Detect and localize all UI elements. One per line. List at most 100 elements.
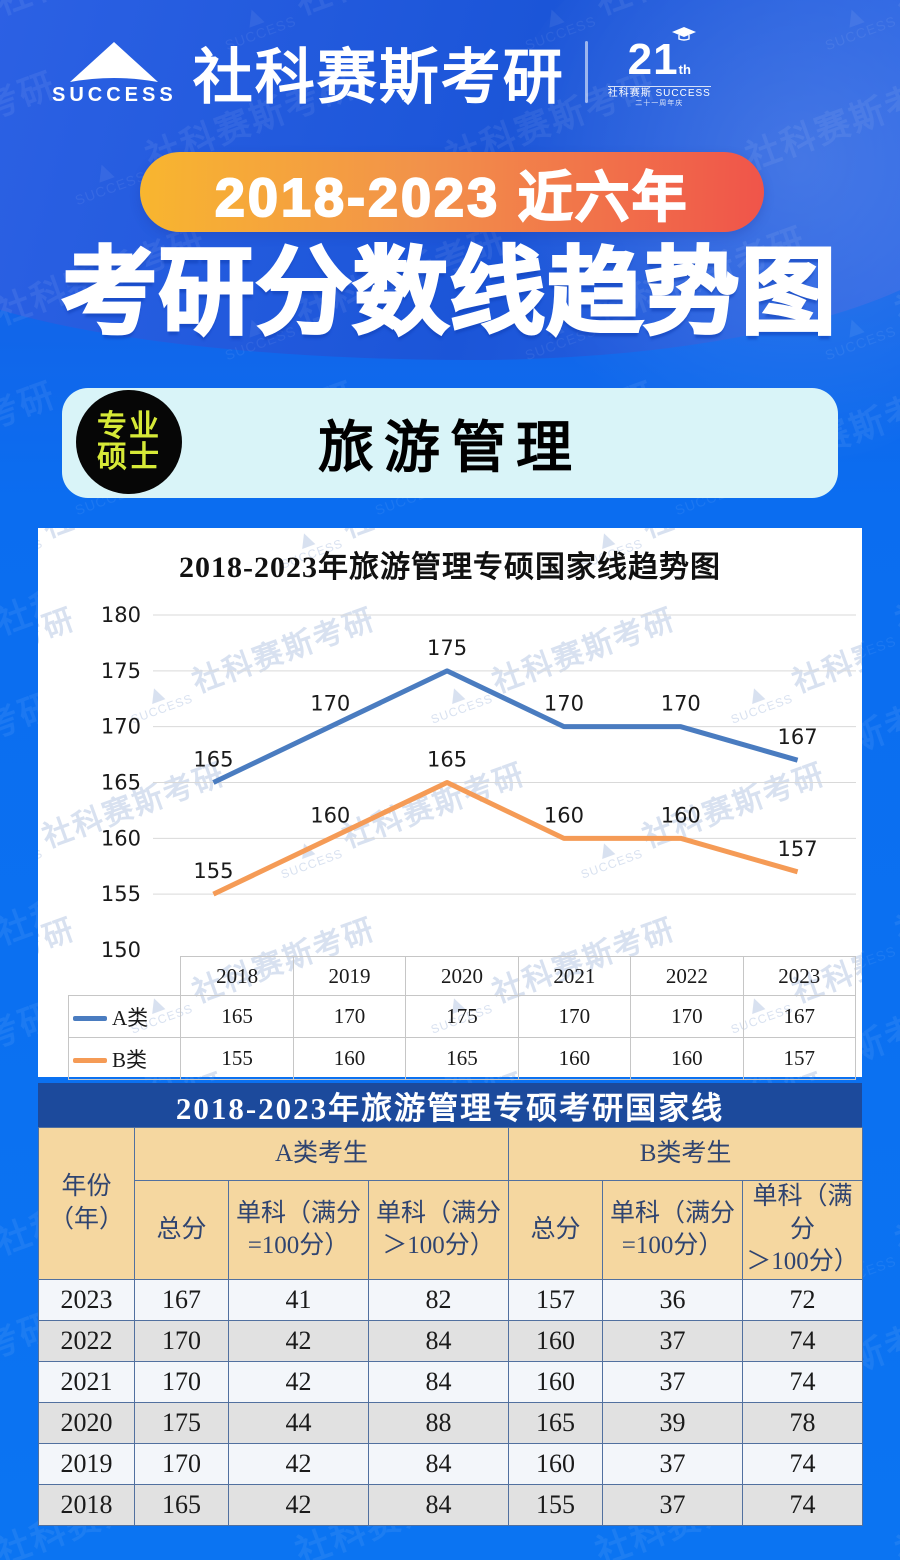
- legend-value: 157: [742, 1037, 857, 1081]
- score-cell: 74: [742, 1360, 864, 1403]
- grad-cap-icon: [671, 26, 696, 41]
- score-cell: 78: [742, 1401, 864, 1444]
- score-cell: 72: [742, 1278, 864, 1321]
- table-row: 2020 175 44 88 165 39 78: [38, 1401, 864, 1444]
- degree-badge: 专业 硕士: [76, 390, 182, 495]
- legend-label: B类: [67, 1037, 182, 1081]
- legend-swatch-icon: [73, 1016, 107, 1022]
- legend-value: 170: [630, 995, 744, 1039]
- national-line-table: 年份 （年） A类考生 B类考生 总分 单科（满分 =100分） 单科（满分 ＞…: [38, 1127, 864, 1526]
- mountain-watermark-icon: ▲SUCCESS: [816, 1543, 899, 1560]
- legend-swatch-icon: [73, 1058, 107, 1064]
- legend-year: 2018: [180, 956, 294, 997]
- header-divider: [584, 41, 588, 103]
- legend-value: 175: [405, 995, 519, 1039]
- data-label: 167: [778, 726, 818, 750]
- score-cell: 42: [228, 1442, 369, 1485]
- score-cell: 175: [134, 1401, 229, 1444]
- table-row: 2021 170 42 84 160 37 74: [38, 1360, 864, 1403]
- mountain-watermark-icon: ▲SUCCESS: [516, 1543, 599, 1560]
- score-cell: 41: [228, 1278, 369, 1321]
- score-cell: 74: [742, 1319, 864, 1362]
- score-cell: 37: [602, 1442, 744, 1485]
- legend-year: 2021: [517, 956, 632, 997]
- table-row: 2018 165 42 84 155 37 74: [38, 1483, 864, 1526]
- score-cell: 37: [602, 1360, 744, 1403]
- sub-header: 单科（满分 =100分）: [228, 1180, 369, 1280]
- mountain-logo-icon: [70, 41, 159, 82]
- year-cell: 2021: [38, 1360, 135, 1403]
- y-axis-tick: 150: [101, 938, 141, 962]
- score-cell: 42: [228, 1360, 369, 1403]
- score-cell: 165: [508, 1401, 604, 1444]
- group-header-b: B类考生: [508, 1127, 864, 1182]
- score-cell: 88: [367, 1401, 510, 1444]
- legend-value: 165: [180, 995, 294, 1039]
- year-cell: 2018: [38, 1483, 135, 1526]
- group-header-a: A类考生: [133, 1127, 510, 1182]
- data-label: 160: [544, 804, 584, 828]
- trend-line-chart: 180 175 170 165 160 155 150 165 170 175 170 170 167 1…: [38, 584, 862, 962]
- score-cell: 42: [228, 1319, 369, 1362]
- badge-line1: 专业: [97, 409, 161, 443]
- legend-value: 160: [630, 1037, 744, 1081]
- sub-header: 总分: [508, 1180, 604, 1280]
- table-row: 2019 170 42 84 160 37 74: [38, 1442, 864, 1485]
- y-axis-tick: 175: [101, 659, 141, 683]
- score-cell: 37: [602, 1483, 744, 1526]
- anniversary-number: 21: [627, 34, 679, 84]
- legend-label: A类: [67, 995, 182, 1039]
- chart-title: 2018-2023年旅游管理专硕国家线趋势图: [179, 551, 721, 585]
- banner-label: 2018-2023 近六年: [214, 167, 690, 229]
- score-cell: 170: [134, 1442, 229, 1485]
- anniversary-suffix: th: [678, 61, 691, 77]
- data-label: 160: [661, 804, 701, 828]
- score-cell: 82: [367, 1278, 510, 1321]
- data-label: 170: [661, 692, 701, 716]
- data-label: 165: [427, 748, 467, 772]
- score-cell: 170: [134, 1360, 229, 1403]
- anniversary-success: SUCCESS: [655, 87, 711, 99]
- score-cell: 84: [367, 1319, 510, 1362]
- year-column-header: 年份 （年）: [38, 1127, 135, 1280]
- subject-box: 专业 硕士 旅游管理: [62, 388, 838, 499]
- data-label: 170: [310, 692, 350, 716]
- data-label: 157: [778, 837, 818, 861]
- subject-title: 旅游管理: [318, 417, 582, 480]
- year-cell: 2019: [38, 1442, 135, 1485]
- legend-value: 170: [292, 995, 407, 1039]
- page-title: 考研分数线趋势图: [60, 238, 838, 347]
- score-cell: 160: [508, 1442, 604, 1485]
- score-cell: 160: [508, 1360, 604, 1403]
- data-label: 155: [193, 860, 233, 884]
- legend-year: 2022: [630, 956, 744, 997]
- y-axis-tick: 155: [101, 883, 141, 907]
- chart-legend-table: 2018 2019 2020 2021 2022 2023 A类 165 170 175 170 17…: [67, 956, 857, 1081]
- mountain-watermark-icon: ▲SUCCESS: [216, 1543, 299, 1560]
- score-cell: 74: [742, 1442, 864, 1485]
- legend-corner: [69, 957, 181, 996]
- legend-value: 165: [405, 1037, 519, 1081]
- y-axis-tick: 160: [101, 827, 141, 851]
- score-cell: 37: [602, 1319, 744, 1362]
- sub-header: 单科（满分 ＞100分）: [367, 1180, 510, 1280]
- score-cell: 170: [134, 1319, 229, 1362]
- score-cell: 42: [228, 1483, 369, 1526]
- legend-year: 2023: [742, 956, 857, 997]
- series-line-A类: [212, 668, 799, 786]
- table-row: 2023 167 41 82 157 36 72: [38, 1278, 864, 1321]
- anniversary-caption: 二十一周年庆: [635, 99, 684, 107]
- legend-value: 160: [517, 1037, 632, 1081]
- legend-value: 170: [517, 995, 632, 1039]
- legend-value: 155: [180, 1037, 294, 1081]
- score-cell: 165: [134, 1483, 229, 1526]
- anniversary-brand: 社科赛斯: [607, 87, 652, 99]
- legend-year: 2020: [405, 956, 519, 997]
- score-cell: 84: [367, 1483, 510, 1526]
- legend-year: 2019: [292, 956, 407, 997]
- header: SUCCESS 社科赛斯考研 21th 社科赛斯 SUCCESS 二十一周年庆: [0, 0, 900, 118]
- legend-value: 167: [742, 995, 857, 1039]
- y-axis-tick: 170: [101, 715, 141, 739]
